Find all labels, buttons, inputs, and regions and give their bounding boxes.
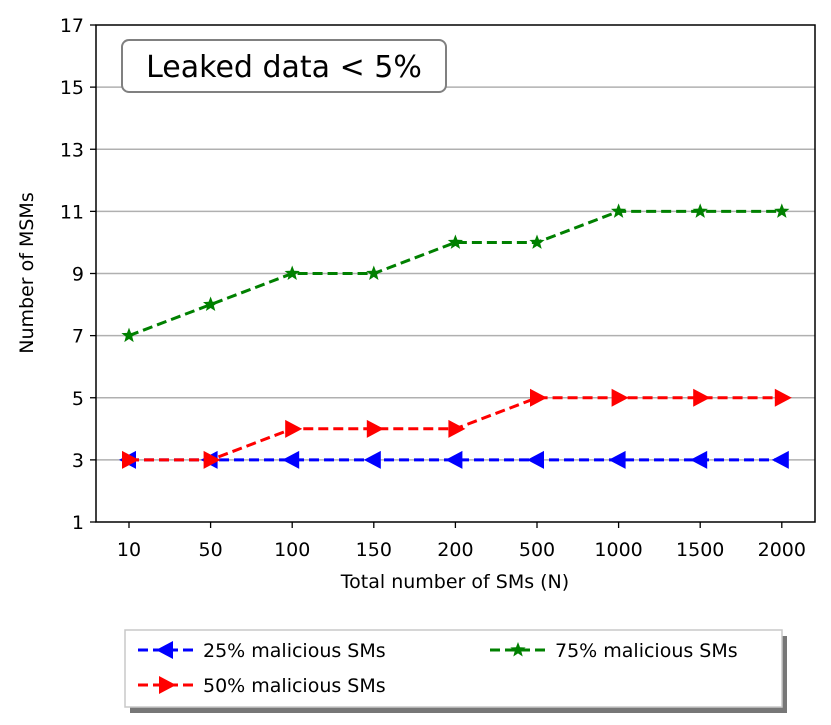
data-point xyxy=(282,450,300,469)
data-point xyxy=(690,450,708,469)
data-point xyxy=(202,296,219,312)
data-point xyxy=(448,419,466,438)
data-point xyxy=(611,388,629,407)
data-point xyxy=(284,265,300,280)
y-tick-label: 9 xyxy=(72,264,84,286)
data-point xyxy=(366,265,382,280)
legend-label: 50% malicious SMs xyxy=(203,675,386,697)
y-tick-label: 3 xyxy=(72,450,84,472)
data-point xyxy=(774,388,792,407)
data-point xyxy=(692,203,708,218)
data-point xyxy=(527,450,544,469)
data-point xyxy=(610,203,627,218)
series-2 xyxy=(122,388,792,469)
data-point xyxy=(122,450,139,469)
data-point xyxy=(203,450,221,469)
legend-item: 50% malicious SMs xyxy=(138,675,386,697)
series-3 xyxy=(121,203,790,343)
y-tick-label: 1 xyxy=(72,512,84,534)
x-tick-label: 1000 xyxy=(594,539,642,561)
data-point xyxy=(366,419,384,438)
y-tick-label: 11 xyxy=(60,201,84,223)
data-point xyxy=(121,327,137,343)
x-tick-label: 500 xyxy=(519,539,555,561)
y-axis-label: Number of MSMs xyxy=(16,192,38,353)
data-point xyxy=(363,450,381,469)
legend-item: 25% malicious SMs xyxy=(138,640,386,662)
legend: 25% malicious SMs 50% malicious SMs 75% ma… xyxy=(124,629,787,713)
legend-swatch-marker xyxy=(156,641,173,659)
y-tick-label: 15 xyxy=(60,77,84,99)
series-group xyxy=(119,203,792,469)
annotation-text: Leaked data < 5% xyxy=(146,50,422,85)
legend-label: 25% malicious SMs xyxy=(203,640,386,662)
data-point xyxy=(530,388,547,407)
y-tick-label: 13 xyxy=(60,139,84,161)
grid-lines xyxy=(96,86,815,461)
annotation-box: Leaked data < 5% xyxy=(121,39,447,93)
x-tick-label: 50 xyxy=(199,539,223,561)
x-tick-label: 10 xyxy=(117,539,141,561)
x-axis-label: Total number of SMs (N) xyxy=(340,571,569,593)
data-point xyxy=(447,234,464,249)
data-point xyxy=(285,419,303,438)
data-point xyxy=(445,450,463,469)
data-point xyxy=(774,203,790,218)
legend-swatch-marker xyxy=(510,642,526,657)
x-tick-label: 200 xyxy=(437,539,473,561)
x-tick-label: 150 xyxy=(356,539,392,561)
x-tick-label: 1500 xyxy=(676,539,724,561)
legend-swatch-marker xyxy=(159,676,176,694)
legend-item: 75% malicious SMs xyxy=(490,640,738,662)
data-point xyxy=(693,388,711,407)
x-tick-label: 2000 xyxy=(758,539,806,561)
data-point xyxy=(529,234,545,249)
y-tick-label: 7 xyxy=(72,326,84,348)
data-point xyxy=(771,450,789,469)
y-tick-label: 17 xyxy=(60,15,84,37)
series-1 xyxy=(119,450,789,469)
data-point xyxy=(608,450,626,469)
legend-label: 75% malicious SMs xyxy=(555,640,738,662)
y-tick-label: 5 xyxy=(72,388,84,410)
x-tick-label: 100 xyxy=(274,539,310,561)
